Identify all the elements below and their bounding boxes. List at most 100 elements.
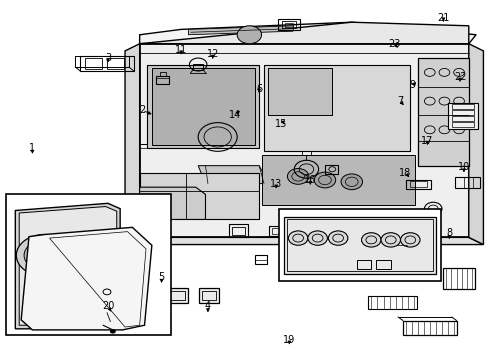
Bar <box>451 104 473 109</box>
Bar <box>284 217 435 274</box>
Polygon shape <box>264 65 409 151</box>
Bar <box>451 116 473 121</box>
Bar <box>375 260 390 269</box>
Circle shape <box>307 231 327 245</box>
Bar <box>232 226 244 234</box>
Polygon shape <box>140 173 259 220</box>
Circle shape <box>88 248 118 270</box>
Text: 4: 4 <box>204 301 210 311</box>
Polygon shape <box>468 44 483 244</box>
Bar <box>447 103 477 129</box>
Circle shape <box>16 234 73 276</box>
Polygon shape <box>261 155 414 205</box>
Bar <box>254 255 267 264</box>
Text: 10: 10 <box>457 162 469 172</box>
Circle shape <box>58 240 95 267</box>
Circle shape <box>37 250 52 261</box>
Polygon shape <box>140 22 475 44</box>
Circle shape <box>93 252 113 266</box>
Circle shape <box>110 329 115 333</box>
Text: 19: 19 <box>283 334 295 345</box>
Bar <box>38 316 45 323</box>
Bar <box>193 64 203 69</box>
Circle shape <box>70 249 82 258</box>
Text: 13: 13 <box>269 179 282 189</box>
Bar <box>396 243 407 255</box>
Bar <box>406 180 430 189</box>
Text: 21: 21 <box>436 13 448 23</box>
Bar <box>75 316 81 323</box>
Text: 14: 14 <box>228 111 241 121</box>
Bar <box>107 58 124 69</box>
Text: 11: 11 <box>175 45 187 55</box>
Circle shape <box>380 233 400 247</box>
Circle shape <box>51 235 102 272</box>
Bar <box>451 122 473 127</box>
Circle shape <box>328 231 347 245</box>
Polygon shape <box>15 203 120 329</box>
Text: 20: 20 <box>102 301 114 311</box>
Circle shape <box>340 174 362 190</box>
Text: 18: 18 <box>399 168 411 178</box>
Bar <box>198 288 219 303</box>
Circle shape <box>400 233 419 247</box>
Bar <box>269 226 283 236</box>
Bar <box>286 220 432 271</box>
Polygon shape <box>267 68 331 116</box>
Circle shape <box>237 26 261 44</box>
Bar <box>367 296 416 310</box>
Bar <box>62 316 69 323</box>
Bar <box>282 21 295 28</box>
Circle shape <box>314 172 335 188</box>
Text: 6: 6 <box>256 84 262 94</box>
Bar <box>168 291 184 300</box>
Text: 23: 23 <box>387 39 400 49</box>
Text: 1: 1 <box>29 143 35 153</box>
Bar <box>278 209 440 281</box>
Bar <box>85 58 102 69</box>
Text: 8: 8 <box>446 228 451 238</box>
Polygon shape <box>152 68 255 145</box>
Bar <box>50 316 57 323</box>
Polygon shape <box>140 44 468 237</box>
Circle shape <box>288 231 307 245</box>
Bar <box>454 177 479 188</box>
Polygon shape <box>125 44 140 244</box>
Bar <box>80 56 134 71</box>
Bar <box>409 181 427 187</box>
Bar <box>272 228 280 234</box>
Bar <box>159 72 165 76</box>
Text: 3: 3 <box>105 53 111 63</box>
Text: 2: 2 <box>139 105 145 115</box>
Bar <box>356 260 370 269</box>
Bar <box>285 23 292 27</box>
Bar <box>156 76 169 84</box>
Polygon shape <box>19 207 117 325</box>
Bar <box>402 320 456 335</box>
Bar <box>451 111 473 115</box>
Polygon shape <box>147 65 259 148</box>
Bar <box>301 150 311 155</box>
Bar <box>278 19 299 30</box>
Text: 9: 9 <box>409 80 415 90</box>
Polygon shape <box>198 166 268 184</box>
Text: 7: 7 <box>397 96 403 106</box>
Circle shape <box>287 168 308 184</box>
Text: 17: 17 <box>420 136 433 145</box>
Text: 5: 5 <box>158 272 164 282</box>
Polygon shape <box>417 58 468 166</box>
Circle shape <box>24 240 65 270</box>
Circle shape <box>361 233 380 247</box>
Bar <box>325 165 337 174</box>
Bar <box>442 268 474 289</box>
Bar <box>164 288 188 303</box>
Polygon shape <box>140 44 468 220</box>
Text: 15: 15 <box>274 120 286 129</box>
Bar <box>228 225 248 237</box>
Polygon shape <box>125 237 483 244</box>
Bar <box>202 291 215 300</box>
Polygon shape <box>188 26 293 35</box>
Text: 16: 16 <box>304 175 316 185</box>
Bar <box>5 194 171 335</box>
Polygon shape <box>140 22 468 44</box>
